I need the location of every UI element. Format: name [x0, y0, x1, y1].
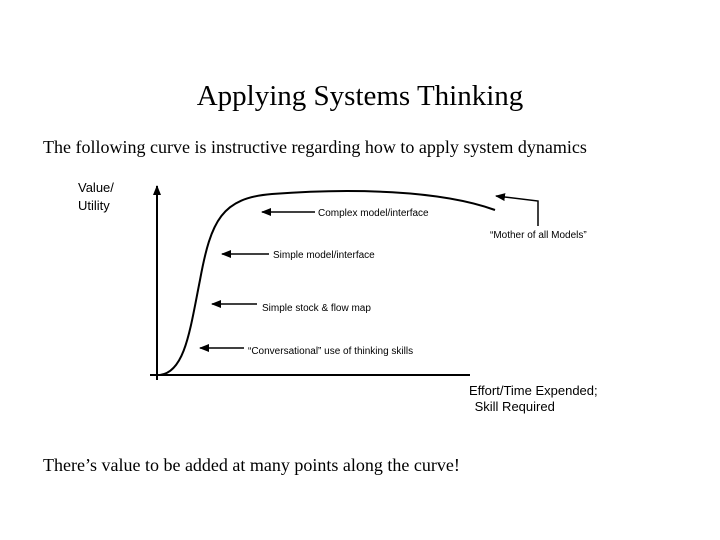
annotation: Simple stock & flow map: [262, 303, 371, 314]
x-axis-label: Effort/Time Expended;: [469, 383, 598, 398]
title: Applying Systems Thinking: [197, 80, 524, 112]
curve: [159, 190, 496, 376]
annotation: Complex model/interface: [318, 208, 429, 219]
footer: There’s value to be added at many points…: [43, 455, 460, 475]
annotation: Simple model/interface: [273, 250, 375, 261]
x-axis-label: Skill Required: [471, 399, 555, 414]
annotation: “Conversational” use of thinking skills: [248, 346, 413, 357]
arrow: [495, 193, 539, 226]
annotation: “Mother of all Models”: [490, 230, 587, 241]
y-axis-label: Value/: [78, 180, 114, 195]
intro: The following curve is instructive regar…: [43, 137, 587, 157]
y-axis-label: Utility: [78, 198, 110, 213]
